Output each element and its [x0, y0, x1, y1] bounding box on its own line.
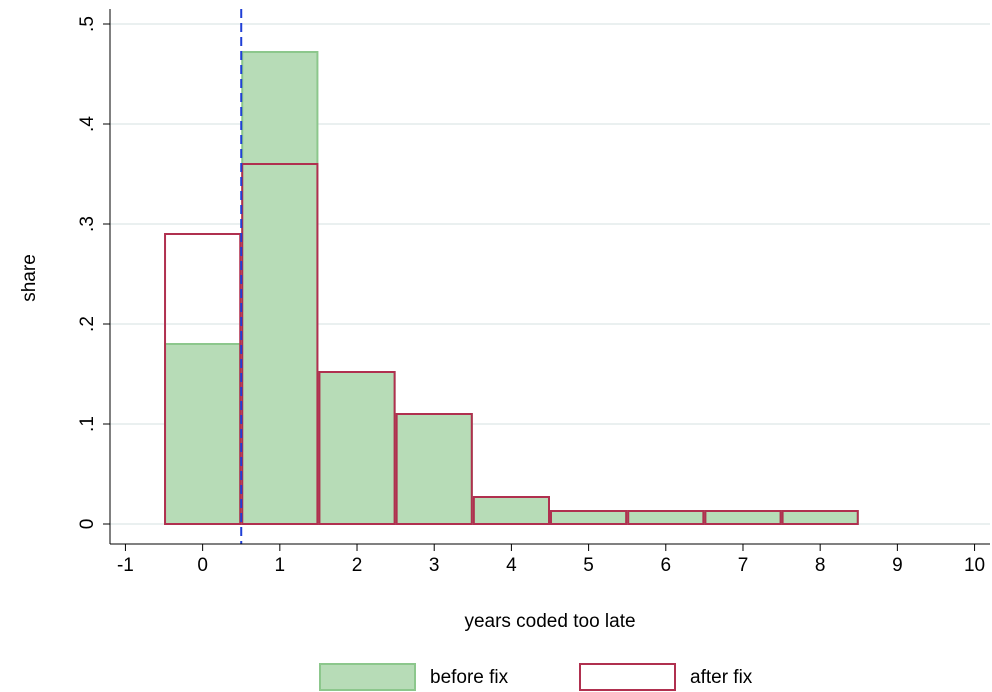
bar — [627, 510, 705, 525]
x-tick-label: 10 — [964, 555, 985, 576]
bar — [164, 343, 242, 525]
bar — [472, 496, 550, 525]
y-tick-label: .2 — [77, 316, 98, 332]
x-tick-label: 0 — [197, 555, 208, 576]
bar — [704, 510, 782, 525]
x-tick-label: 1 — [275, 555, 286, 576]
bar — [781, 510, 859, 525]
y-axis-title: share — [19, 254, 40, 302]
y-tick-label: .3 — [77, 216, 98, 232]
x-tick-label: 8 — [815, 555, 826, 576]
x-axis-title: years coded too late — [464, 611, 635, 632]
bar — [395, 413, 473, 525]
bar — [395, 413, 473, 525]
x-tick-label: 2 — [352, 555, 363, 576]
x-tick-label: 9 — [892, 555, 903, 576]
x-tick-label: -1 — [117, 555, 134, 576]
bar — [241, 51, 319, 525]
legend-label: after fix — [690, 667, 753, 688]
bar — [550, 510, 628, 525]
x-tick-label: 3 — [429, 555, 440, 576]
bar — [318, 371, 396, 525]
bar — [472, 496, 550, 525]
bar — [241, 163, 319, 525]
x-tick-label: 4 — [506, 555, 517, 576]
y-tick-label: .1 — [77, 416, 98, 432]
bar — [704, 510, 782, 525]
bar — [550, 510, 628, 525]
legend-swatch — [319, 663, 416, 691]
bar — [627, 510, 705, 525]
x-tick-label: 5 — [583, 555, 594, 576]
bar — [318, 371, 396, 525]
y-tick-label: .5 — [77, 16, 98, 32]
x-tick-label: 6 — [661, 555, 672, 576]
y-tick-label: 0 — [77, 519, 98, 530]
bar — [781, 510, 859, 525]
legend-swatch — [579, 663, 676, 691]
x-tick-label: 7 — [738, 555, 749, 576]
y-tick-label: .4 — [77, 116, 98, 132]
legend-label: before fix — [430, 667, 509, 688]
